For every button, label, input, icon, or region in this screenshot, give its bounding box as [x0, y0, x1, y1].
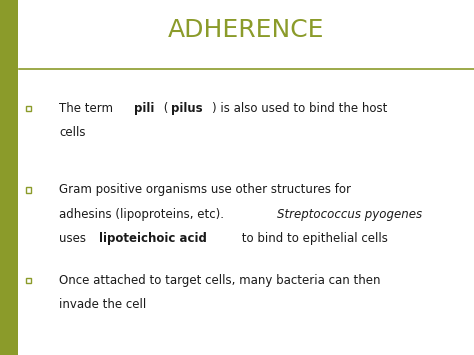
- Text: invade the cell: invade the cell: [59, 298, 146, 311]
- Text: lipoteichoic acid: lipoteichoic acid: [99, 232, 207, 245]
- Text: adhesins (lipoproteins, etc).: adhesins (lipoproteins, etc).: [59, 208, 228, 220]
- Bar: [26, 187, 31, 192]
- Text: to bind to epithelial cells: to bind to epithelial cells: [238, 232, 388, 245]
- Text: Streptococcus pyogenes: Streptococcus pyogenes: [277, 208, 422, 220]
- Text: (: (: [160, 102, 168, 115]
- Text: pilus: pilus: [171, 102, 202, 115]
- Text: uses: uses: [59, 232, 90, 245]
- Text: Gram positive organisms use other structures for: Gram positive organisms use other struct…: [59, 184, 351, 196]
- Bar: [0, 0, 18, 355]
- Text: Once attached to target cells, many bacteria can then: Once attached to target cells, many bact…: [59, 274, 381, 287]
- Text: The term: The term: [59, 102, 117, 115]
- Text: ADHERENCE: ADHERENCE: [168, 18, 325, 42]
- Bar: [26, 106, 31, 111]
- Text: pili: pili: [134, 102, 154, 115]
- Text: ) is also used to bind the host: ) is also used to bind the host: [212, 102, 387, 115]
- Bar: [26, 278, 31, 283]
- Text: cells: cells: [59, 126, 86, 139]
